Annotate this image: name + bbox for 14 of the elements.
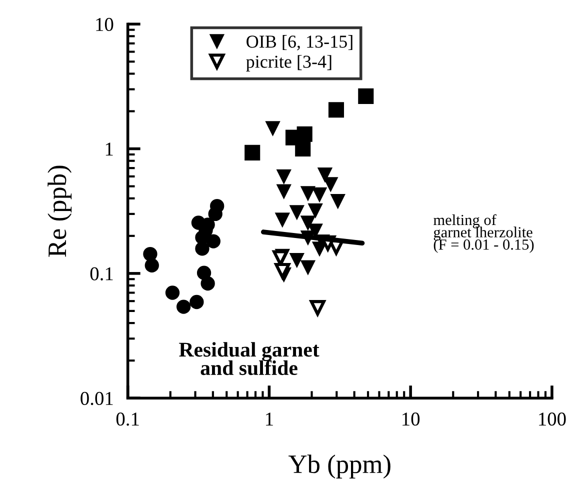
annotation: melting of garnet lherzolite (F = 0.01 - 0.15) [434, 214, 534, 253]
x-tick-label: 10 [402, 412, 420, 426]
y-tick-label: 1 [106, 142, 113, 156]
y-tick-label: 10 [96, 18, 114, 32]
annotation: Residual garnet and sulfide [179, 342, 320, 376]
x-tick-label: 1 [266, 412, 273, 426]
legend-label: picrite [3-4] [246, 55, 332, 72]
y-axis-title: Re (ppb) [48, 166, 72, 257]
legend-label: OIB [6, 13-15] [246, 35, 352, 50]
x-axis-title: Yb (ppm) [288, 454, 390, 479]
y-tick-label: 0.1 [90, 267, 113, 280]
x-tick-label: 100 [539, 412, 566, 426]
y-tick-label: 0.01 [80, 392, 113, 406]
x-tick-label: 0.1 [116, 412, 139, 426]
